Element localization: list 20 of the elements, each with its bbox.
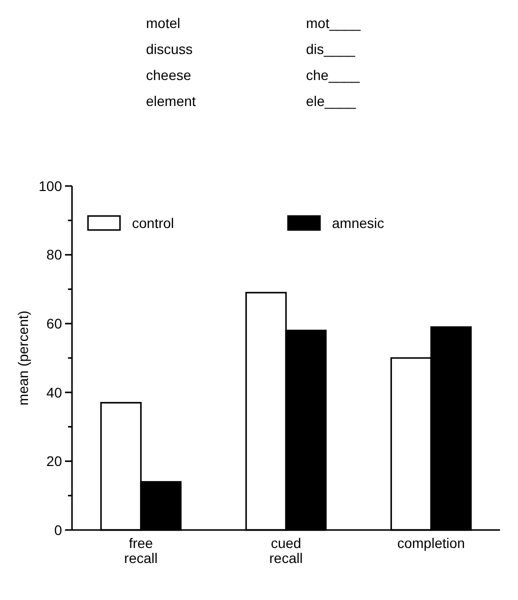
y-tick-label: 80	[46, 246, 62, 263]
text: cheese	[146, 67, 192, 83]
y-tick-label: 40	[46, 384, 62, 400]
text: ele____	[306, 93, 356, 109]
text: element	[146, 93, 196, 109]
y-tick-label: 60	[46, 316, 62, 332]
text: dis____	[306, 41, 356, 57]
text: che____	[306, 67, 360, 83]
legend-label: amnesic	[332, 214, 384, 231]
y-tick-label: 0	[54, 522, 62, 538]
y-tick-label: 100	[38, 178, 62, 194]
x-tick-label: free recall	[124, 535, 158, 566]
text: mot____	[306, 15, 361, 31]
text: discuss	[146, 41, 193, 57]
text: motel	[146, 15, 180, 31]
y-tick-label: 20	[46, 453, 62, 470]
legend-label: control	[132, 214, 174, 231]
y-axis-title: mean (percent)	[15, 310, 31, 406]
x-tick-label: completion	[397, 535, 465, 551]
x-tick-label: cued recall	[269, 535, 303, 566]
